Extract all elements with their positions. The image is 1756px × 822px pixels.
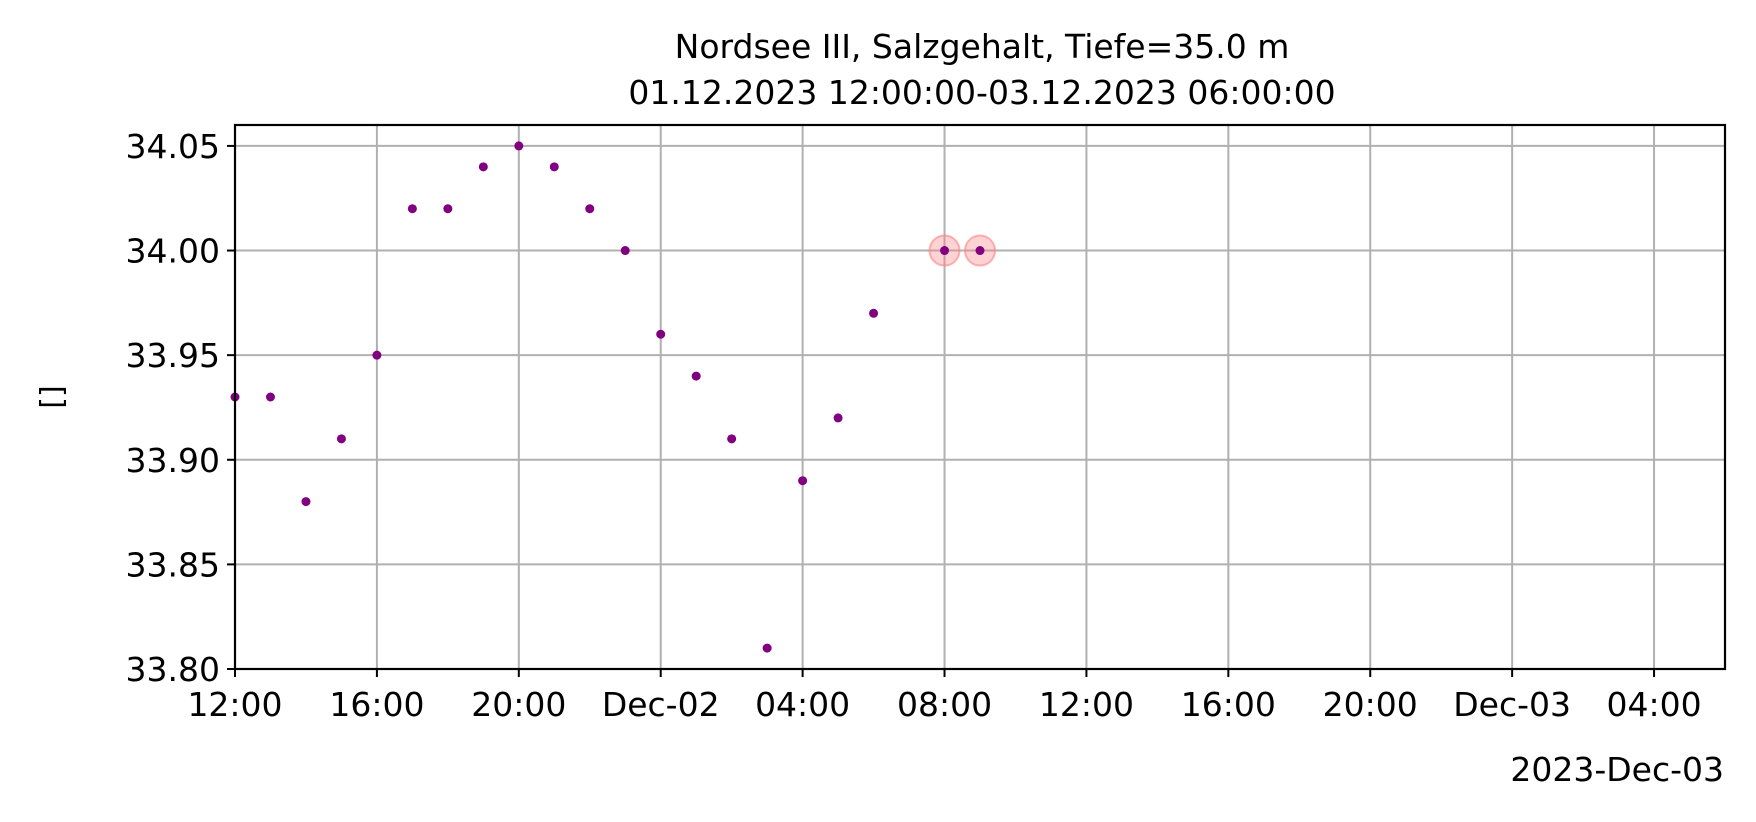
chart-subtitle: 01.12.2023 12:00:00-03.12.2023 06:00:00 [628,73,1335,112]
y-tick-label: 34.00 [126,232,220,271]
x-tick-label: Dec-03 [1453,685,1571,724]
x-tick-label: 04:00 [755,685,850,724]
y-tick-label: 33.90 [126,441,220,480]
data-point [620,246,630,256]
data-point [585,204,595,214]
y-tick-label: 33.95 [126,336,220,375]
grid-lines [234,125,1725,670]
x-tick-label: 08:00 [897,685,992,724]
data-point [443,204,453,214]
data-point [301,497,311,507]
chart-title: Nordsee III, Salzgehalt, Tiefe=35.0 m [675,27,1290,66]
axis-ticks [227,144,1656,677]
data-point [372,350,382,360]
x-tick-label: 16:00 [1181,685,1276,724]
data-point [798,476,808,486]
data-point [265,392,275,402]
data-point [691,371,701,381]
x-tick-label: 12:00 [1039,685,1134,724]
data-point [940,246,950,256]
y-tick-labels: 33.80 33.85 33.90 33.95 34.00 34.05 [126,127,220,689]
x-tick-label: 20:00 [1323,685,1418,724]
data-point [514,141,524,151]
data-point [478,162,488,172]
y-axis-label: [] [35,385,70,408]
x-tick-label: 12:00 [187,685,282,724]
x-tick-label: 04:00 [1606,685,1701,724]
data-point [656,329,666,339]
data-point [336,434,346,444]
data-point [762,643,772,653]
data-point [549,162,559,172]
data-points [230,141,985,653]
data-point [975,246,985,256]
plot-frame [233,123,1727,671]
x-tick-labels: 12:00 16:00 20:00 Dec-02 04:00 08:00 12:00 16:0… [187,685,1701,724]
x-tick-label: 20:00 [471,685,566,724]
data-point [833,413,843,423]
data-point [727,434,737,444]
y-tick-label: 33.80 [126,650,220,689]
y-tick-label: 33.85 [126,545,220,584]
x-tick-label: Dec-02 [602,685,720,724]
data-point [869,308,879,318]
x-tick-label: 16:00 [329,685,424,724]
data-point [407,204,417,214]
x-axis-offset-label: 2023-Dec-03 [1510,750,1724,789]
y-tick-label: 34.05 [126,127,220,166]
